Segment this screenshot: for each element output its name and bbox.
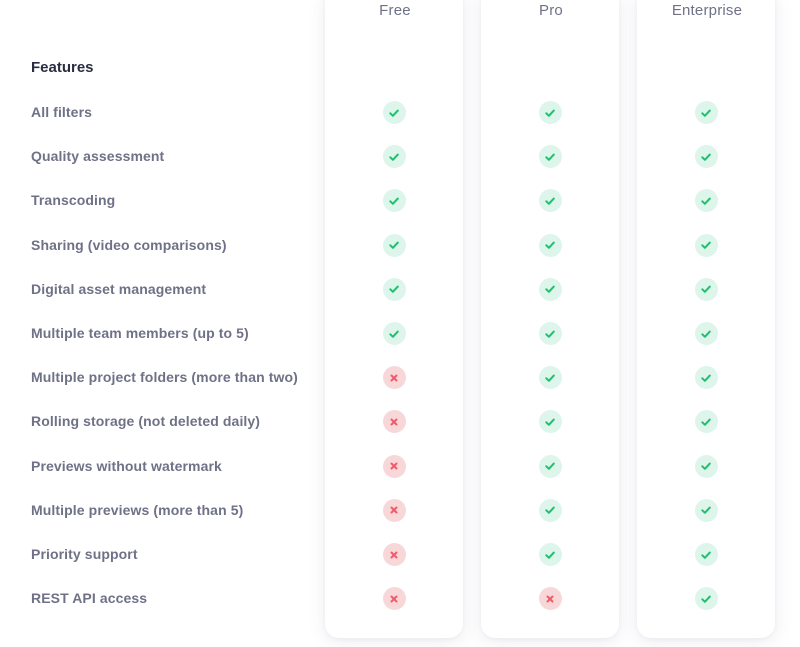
- check-icon: [382, 145, 406, 169]
- check-icon: [538, 454, 562, 478]
- feature-row: Multiple previews (more than 5): [0, 498, 800, 543]
- feature-label: Priority support: [31, 546, 138, 562]
- feature-label: All filters: [31, 104, 93, 120]
- check-icon: [538, 277, 562, 301]
- section-title: Features: [31, 59, 94, 76]
- check-icon: [538, 233, 562, 257]
- feature-label: REST API access: [31, 590, 148, 607]
- feature-row: REST API access: [0, 587, 800, 631]
- check-icon: [538, 543, 562, 566]
- check-icon: [694, 366, 718, 390]
- cross-icon: [382, 410, 406, 434]
- plan-name-enterprise: Enterprise: [671, 2, 743, 19]
- check-icon: [694, 410, 718, 434]
- check-icon: [538, 410, 562, 434]
- check-icon: [694, 101, 718, 124]
- feature-row: Sharing (video comparisons): [0, 233, 800, 278]
- check-icon: [694, 498, 718, 522]
- feature-label: Multiple team members (up to 5): [31, 325, 249, 341]
- plan-card-enterprise: Enterprise: [637, 0, 775, 638]
- feature-label: Multiple project folders (more than two): [31, 369, 298, 386]
- plan-name-pro: Pro: [539, 2, 563, 19]
- feature-label: Sharing (video comparisons): [31, 236, 227, 253]
- check-icon: [382, 322, 406, 345]
- feature-row: All filters: [0, 101, 800, 145]
- check-icon: [538, 366, 562, 390]
- feature-row: Transcoding: [0, 189, 800, 233]
- check-icon: [694, 587, 718, 611]
- check-icon: [694, 189, 718, 213]
- feature-row: Multiple team members (up to 5): [0, 322, 800, 366]
- feature-label: Rolling storage (not deleted daily): [31, 413, 261, 430]
- feature-label: Previews without watermark: [31, 457, 222, 474]
- feature-row: Priority support: [0, 543, 800, 587]
- check-icon: [694, 454, 718, 478]
- cross-icon: [382, 587, 406, 611]
- cross-icon: [382, 454, 406, 478]
- feature-label: Digital asset management: [31, 280, 207, 297]
- check-icon: [382, 277, 406, 301]
- cross-icon: [538, 587, 562, 611]
- check-icon: [382, 233, 406, 257]
- check-icon: [694, 145, 718, 169]
- check-icon: [694, 277, 718, 301]
- check-icon: [538, 322, 562, 345]
- check-icon: [694, 322, 718, 345]
- feature-label: Transcoding: [31, 192, 116, 209]
- check-icon: [538, 189, 562, 213]
- feature-row: Multiple project folders (more than two): [0, 366, 800, 410]
- check-icon: [538, 145, 562, 169]
- cross-icon: [382, 366, 406, 390]
- check-icon: [382, 101, 406, 124]
- check-icon: [694, 543, 718, 566]
- plan-name-free: Free: [379, 2, 411, 19]
- feature-row: Previews without watermark: [0, 454, 800, 499]
- check-icon: [382, 189, 406, 213]
- check-icon: [694, 233, 718, 257]
- feature-row: Digital asset management: [0, 277, 800, 322]
- feature-row: Rolling storage (not deleted daily): [0, 410, 800, 454]
- check-icon: [538, 101, 562, 124]
- cross-icon: [382, 543, 406, 566]
- check-icon: [538, 498, 562, 522]
- feature-label: Quality assessment: [31, 148, 165, 165]
- feature-row: Quality assessment: [0, 145, 800, 189]
- cross-icon: [382, 498, 406, 522]
- feature-label: Multiple previews (more than 5): [31, 501, 244, 518]
